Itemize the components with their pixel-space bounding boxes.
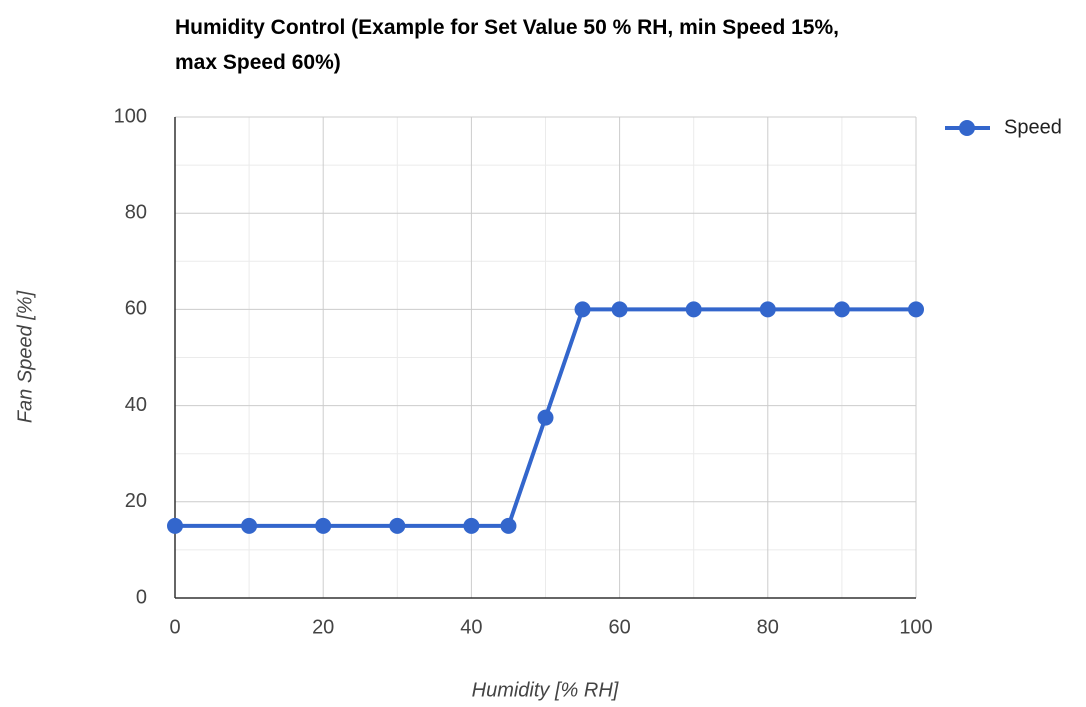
data-point — [463, 517, 480, 534]
legend-marker — [959, 120, 975, 136]
x-tick-label: 40 — [460, 616, 482, 638]
y-axis-title: Fan Speed [%] — [14, 290, 36, 423]
x-tick-label: 20 — [312, 616, 334, 638]
data-point — [500, 517, 517, 534]
x-tick-label: 0 — [169, 616, 180, 638]
data-point — [241, 517, 258, 534]
data-point — [315, 517, 332, 534]
data-point — [389, 517, 406, 534]
y-tick-label: 20 — [125, 490, 147, 512]
y-tick-label: 80 — [125, 201, 147, 223]
data-point — [611, 301, 628, 318]
y-tick-label: 100 — [114, 105, 147, 127]
data-point — [574, 301, 591, 318]
data-point — [167, 517, 183, 534]
x-tick-label: 60 — [608, 616, 630, 638]
data-point — [908, 301, 924, 318]
x-tick-label: 100 — [899, 616, 932, 638]
chart-title: Humidity Control (Example for Set Value … — [175, 16, 839, 74]
x-tick-label: 80 — [757, 616, 779, 638]
data-point — [537, 409, 554, 426]
y-tick-label: 40 — [125, 394, 147, 416]
data-point — [759, 301, 776, 318]
legend-label: Speed — [1004, 116, 1062, 138]
data-point — [685, 301, 702, 318]
x-axis-title: Humidity [% RH] — [472, 679, 619, 701]
y-tick-label: 60 — [125, 298, 147, 320]
data-point — [833, 301, 850, 318]
y-tick-label: 0 — [136, 586, 147, 608]
